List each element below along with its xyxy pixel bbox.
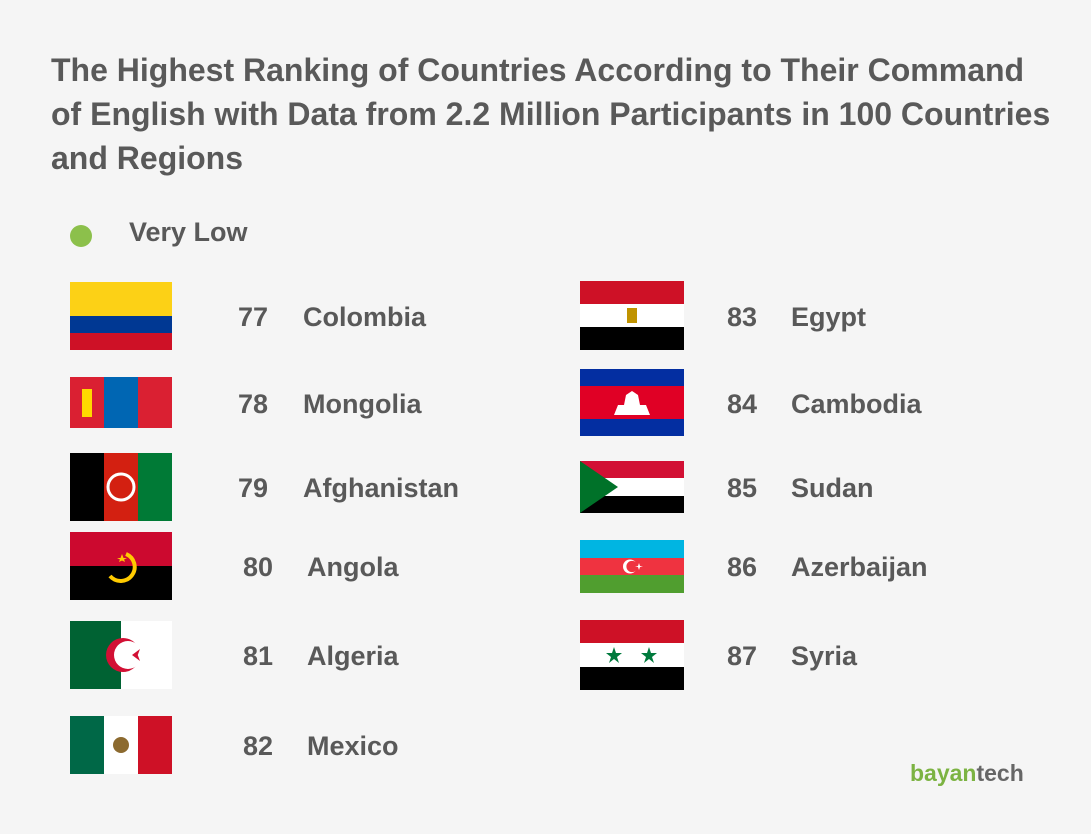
country: Sudan — [791, 473, 874, 503]
country: Algeria — [307, 641, 399, 671]
flag-angola — [70, 532, 172, 600]
flag-egypt — [580, 281, 684, 350]
legend-label: Very Low — [129, 217, 248, 247]
flag-syria — [580, 620, 684, 690]
flag-mongolia — [70, 377, 172, 428]
country: Cambodia — [791, 389, 922, 419]
legend-dot — [70, 225, 92, 247]
flag-algeria — [70, 621, 172, 689]
country: Syria — [791, 641, 858, 671]
rank: 85 — [727, 473, 758, 503]
country: Mongolia — [303, 389, 422, 419]
rank: 79 — [238, 473, 269, 503]
country: Colombia — [303, 302, 427, 332]
flag-cambodia — [580, 369, 684, 436]
rank: 81 — [243, 641, 274, 671]
rank: 82 — [243, 731, 274, 761]
rank: 83 — [727, 302, 758, 332]
logo-suffix: tech — [976, 760, 1024, 786]
title: The Highest Ranking of Countries Accordi… — [51, 52, 1051, 176]
rank: 78 — [238, 389, 269, 419]
country: Mexico — [307, 731, 399, 761]
rank: 80 — [243, 552, 274, 582]
logo: bayantech — [910, 760, 1024, 787]
flag-mexico — [70, 716, 172, 774]
flag-colombia — [70, 282, 172, 350]
flag-sudan — [580, 461, 684, 513]
flag-azerbaijan — [580, 540, 684, 593]
rank: 87 — [727, 641, 758, 671]
country: Angola — [307, 552, 399, 582]
country: Afghanistan — [303, 473, 460, 503]
country: Azerbaijan — [791, 552, 928, 582]
rank: 86 — [727, 552, 758, 582]
flag-afghanistan — [70, 453, 172, 521]
rank: 77 — [238, 302, 269, 332]
country: Egypt — [791, 302, 867, 332]
logo-brand: bayan — [910, 760, 977, 786]
rank: 84 — [727, 389, 758, 419]
